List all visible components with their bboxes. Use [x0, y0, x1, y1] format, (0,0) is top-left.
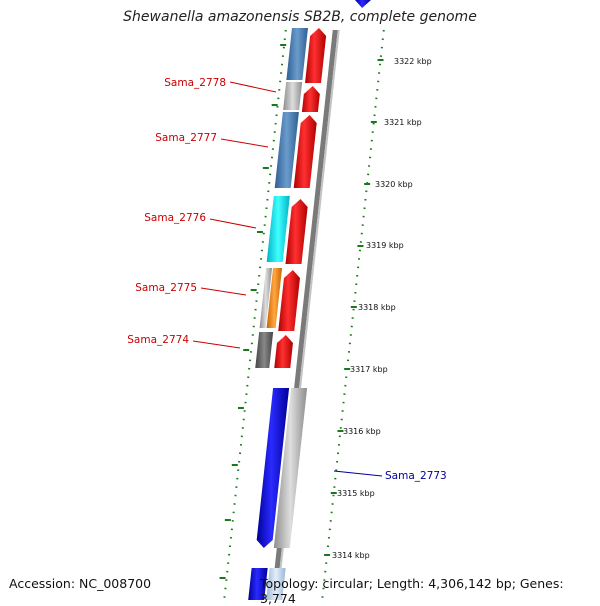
feature-steelblue	[286, 28, 308, 80]
tick-label: 3322 kbp	[394, 57, 432, 66]
tick-label: 3314 kbp	[332, 551, 370, 560]
cds-forward-sama-2778	[301, 86, 320, 112]
cds-forward-sama-2774	[274, 335, 293, 368]
feature-cyan	[266, 196, 290, 262]
feature-darkgrey	[255, 332, 274, 368]
cds-reverse-bottom	[248, 568, 268, 600]
label-leader-line	[192, 340, 241, 349]
label-leader-line	[220, 138, 269, 148]
gene-label-sama-2773: Sama_2773	[385, 470, 447, 482]
tick-label: 3321 kbp	[384, 118, 422, 127]
cds-forward-sama-2777	[293, 115, 317, 188]
cds-forward-sama-2775	[278, 270, 300, 331]
tick-label: 3319 kbp	[366, 241, 404, 250]
map-title: Shewanella amazonensis SB2B, complete ge…	[123, 9, 477, 25]
tick-label-group: 3322 kbp 3321 kbp 3320 kbp 3319 kbp 3318…	[332, 57, 432, 560]
gene-label-sama-2778: Sama_2778	[164, 77, 226, 89]
feature-light-bottom	[266, 568, 286, 600]
label-leader-line	[200, 287, 247, 296]
cds-forward-sama-2779	[305, 28, 327, 83]
cds-reverse-top	[355, 0, 371, 8]
feature-grey-thin	[259, 268, 273, 328]
gene-label-group: Sama_2778 Sama_2777 Sama_2776 Sama_2775 …	[127, 77, 446, 482]
tick-label: 3315 kbp	[337, 489, 375, 498]
topology-text: Topology: circular; Length: 4,306,142 bp…	[260, 576, 564, 606]
tick-label: 3316 kbp	[343, 427, 381, 436]
feature-steelblue	[274, 112, 299, 188]
feature-layer	[219, 0, 385, 600]
label-leader-line	[229, 81, 277, 93]
accession-text: Accession: NC_008700	[9, 576, 152, 591]
tick-label: 3318 kbp	[358, 303, 396, 312]
gene-label-sama-2776: Sama_2776	[144, 212, 206, 224]
label-leader-line	[333, 470, 383, 477]
label-leader-line	[209, 218, 257, 229]
feature-grey-rev	[273, 388, 308, 548]
gene-label-sama-2777: Sama_2777	[155, 132, 217, 144]
feature-orange	[266, 268, 283, 328]
feature-grey	[283, 82, 303, 110]
cds-forward-sama-2776	[285, 199, 308, 264]
cds-reverse-sama-2773	[256, 388, 290, 548]
gene-label-sama-2774: Sama_2774	[127, 334, 189, 346]
tick-label: 3320 kbp	[375, 180, 413, 189]
gc-dotted-line-right	[321, 29, 385, 600]
tick-label: 3317 kbp	[350, 365, 388, 374]
gene-label-sama-2775: Sama_2775	[135, 282, 197, 294]
